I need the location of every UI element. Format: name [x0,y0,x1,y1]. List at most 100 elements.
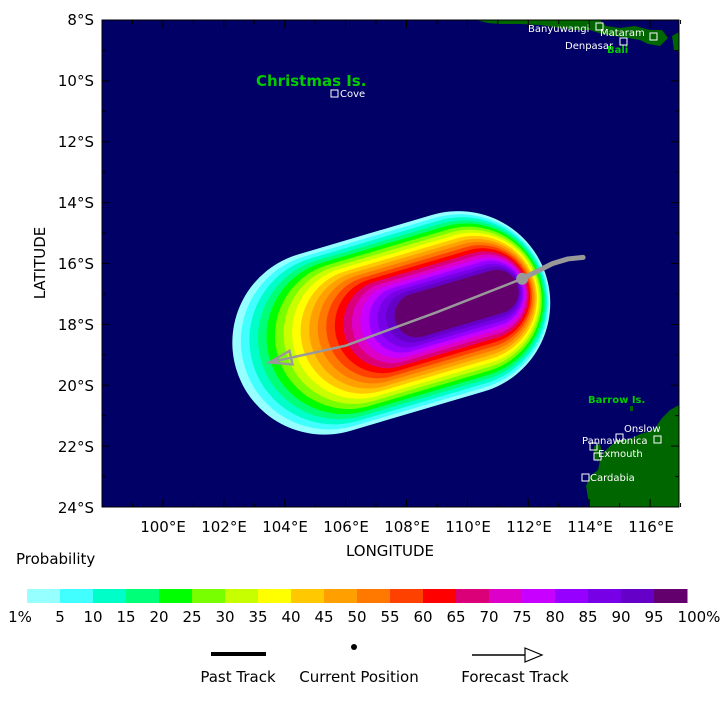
legend-swatch [654,589,688,603]
legend-label: 80 [545,608,564,626]
legend-labels: 1% 5 10 15 20 25 30 35 40 45 50 55 60 65 70 75 80 85 90 95 1… [8,608,720,626]
legend-label: 100% [678,608,720,626]
legend-swatch [93,589,127,603]
legend-swatch [225,589,259,603]
lat-tick-label: 8°S [67,11,94,29]
legend-title: Probability [16,550,95,568]
land-barrow-island [630,406,633,411]
forecast-arrowhead-symbol [524,647,544,663]
bali-label: Bali [607,45,628,56]
lat-tick-label: 22°S [58,438,94,456]
land-java-bali [476,20,668,46]
legend-swatch [324,589,358,603]
legend-swatch [192,589,226,603]
legend-label: 95 [644,608,663,626]
legend-label: 1% [8,608,32,626]
land-western-australia [586,405,679,507]
lon-tick-label: 116°E [628,518,674,536]
lat-tick-label: 14°S [58,194,94,212]
legend-swatch [621,589,655,603]
lon-tick-label: 112°E [506,518,552,536]
legend-swatch [423,589,457,603]
banyuwangi-marker [595,22,604,31]
lon-tick-label: 102°E [201,518,247,536]
legend-swatch [159,589,193,603]
legend-swatch [555,589,589,603]
legend-swatch [588,589,622,603]
legend-label: 10 [83,608,102,626]
legend-label: 5 [55,608,65,626]
lon-tick-label: 108°E [384,518,430,536]
legend-label: 25 [182,608,201,626]
legend-label: 50 [347,608,366,626]
forecast-track-label: Forecast Track [461,668,569,686]
current-position-label: Current Position [299,668,419,686]
swath-contours [232,211,551,435]
onslow-label: Onslow [624,424,661,435]
legend-colorbar [27,589,688,603]
legend-swatch [456,589,490,603]
legend-label: 15 [116,608,135,626]
mataram-marker [649,32,658,41]
current-position-symbol [351,644,357,650]
lat-tick-label: 18°S [58,316,94,334]
cardabia-marker [581,473,590,482]
land-lombok [672,32,679,52]
legend-label: 30 [215,608,234,626]
denpasar-label: Denpasar [565,41,614,52]
legend-label: 40 [281,608,300,626]
banyuwangi-label: Banyuwangi [528,24,589,35]
cardabia-label: Cardabia [590,473,635,484]
lon-tick-label: 114°E [567,518,613,536]
legend-swatch [489,589,523,603]
lat-tick-label: 24°S [58,499,94,517]
lon-tick-label: 110°E [445,518,491,536]
lon-tick-label: 100°E [140,518,186,536]
legend-swatch [357,589,391,603]
legend-swatch [27,589,61,603]
forecast-arrowhead [265,348,295,366]
legend-swatch [390,589,424,603]
legend-swatch [291,589,325,603]
past-track-line [519,254,586,282]
mataram-label: Mataram [600,28,645,39]
barrow-island-label: Barrow Is. [588,395,645,406]
denpasar-marker [619,37,628,46]
legend-swatch [258,589,292,603]
legend-swatch [522,589,556,603]
legend-label: 35 [248,608,267,626]
exmouth-south-marker [593,452,602,461]
lon-tick-label: 104°E [262,518,308,536]
lat-tick-label: 10°S [58,72,94,90]
christmas-island-label: Christmas Is. [256,72,366,90]
legend-swatch [60,589,94,603]
legend-label: 70 [479,608,498,626]
lat-tick-label: 20°S [58,377,94,395]
axis-ticks [101,19,682,508]
cove-label: Cove [340,89,365,100]
exmouth-marker [589,442,598,451]
y-axis-title: LATITUDE [31,227,49,300]
legend-label: 45 [314,608,333,626]
cove-marker [330,89,339,98]
legend-label: 90 [611,608,630,626]
x-axis-title: LONGITUDE [346,542,434,560]
legend-label: 60 [413,608,432,626]
legend-label: 65 [446,608,465,626]
probability-swath [232,211,551,435]
lat-tick-label: 16°S [58,255,94,273]
lat-tick-label: 12°S [58,133,94,151]
legend-label: 75 [512,608,531,626]
legend-label: 20 [149,608,168,626]
onslow-marker [615,433,624,442]
current-position-marker [516,272,529,285]
legend-label: 85 [578,608,597,626]
exmouth-label: Exmouth [598,449,643,460]
past-track-label: Past Track [200,668,276,686]
pannawonica-marker [653,435,662,444]
pannawonica-label: Pannawonica [582,436,648,447]
forecast-track-line [269,277,523,364]
legend-label: 55 [380,608,399,626]
track-layer [265,254,586,366]
